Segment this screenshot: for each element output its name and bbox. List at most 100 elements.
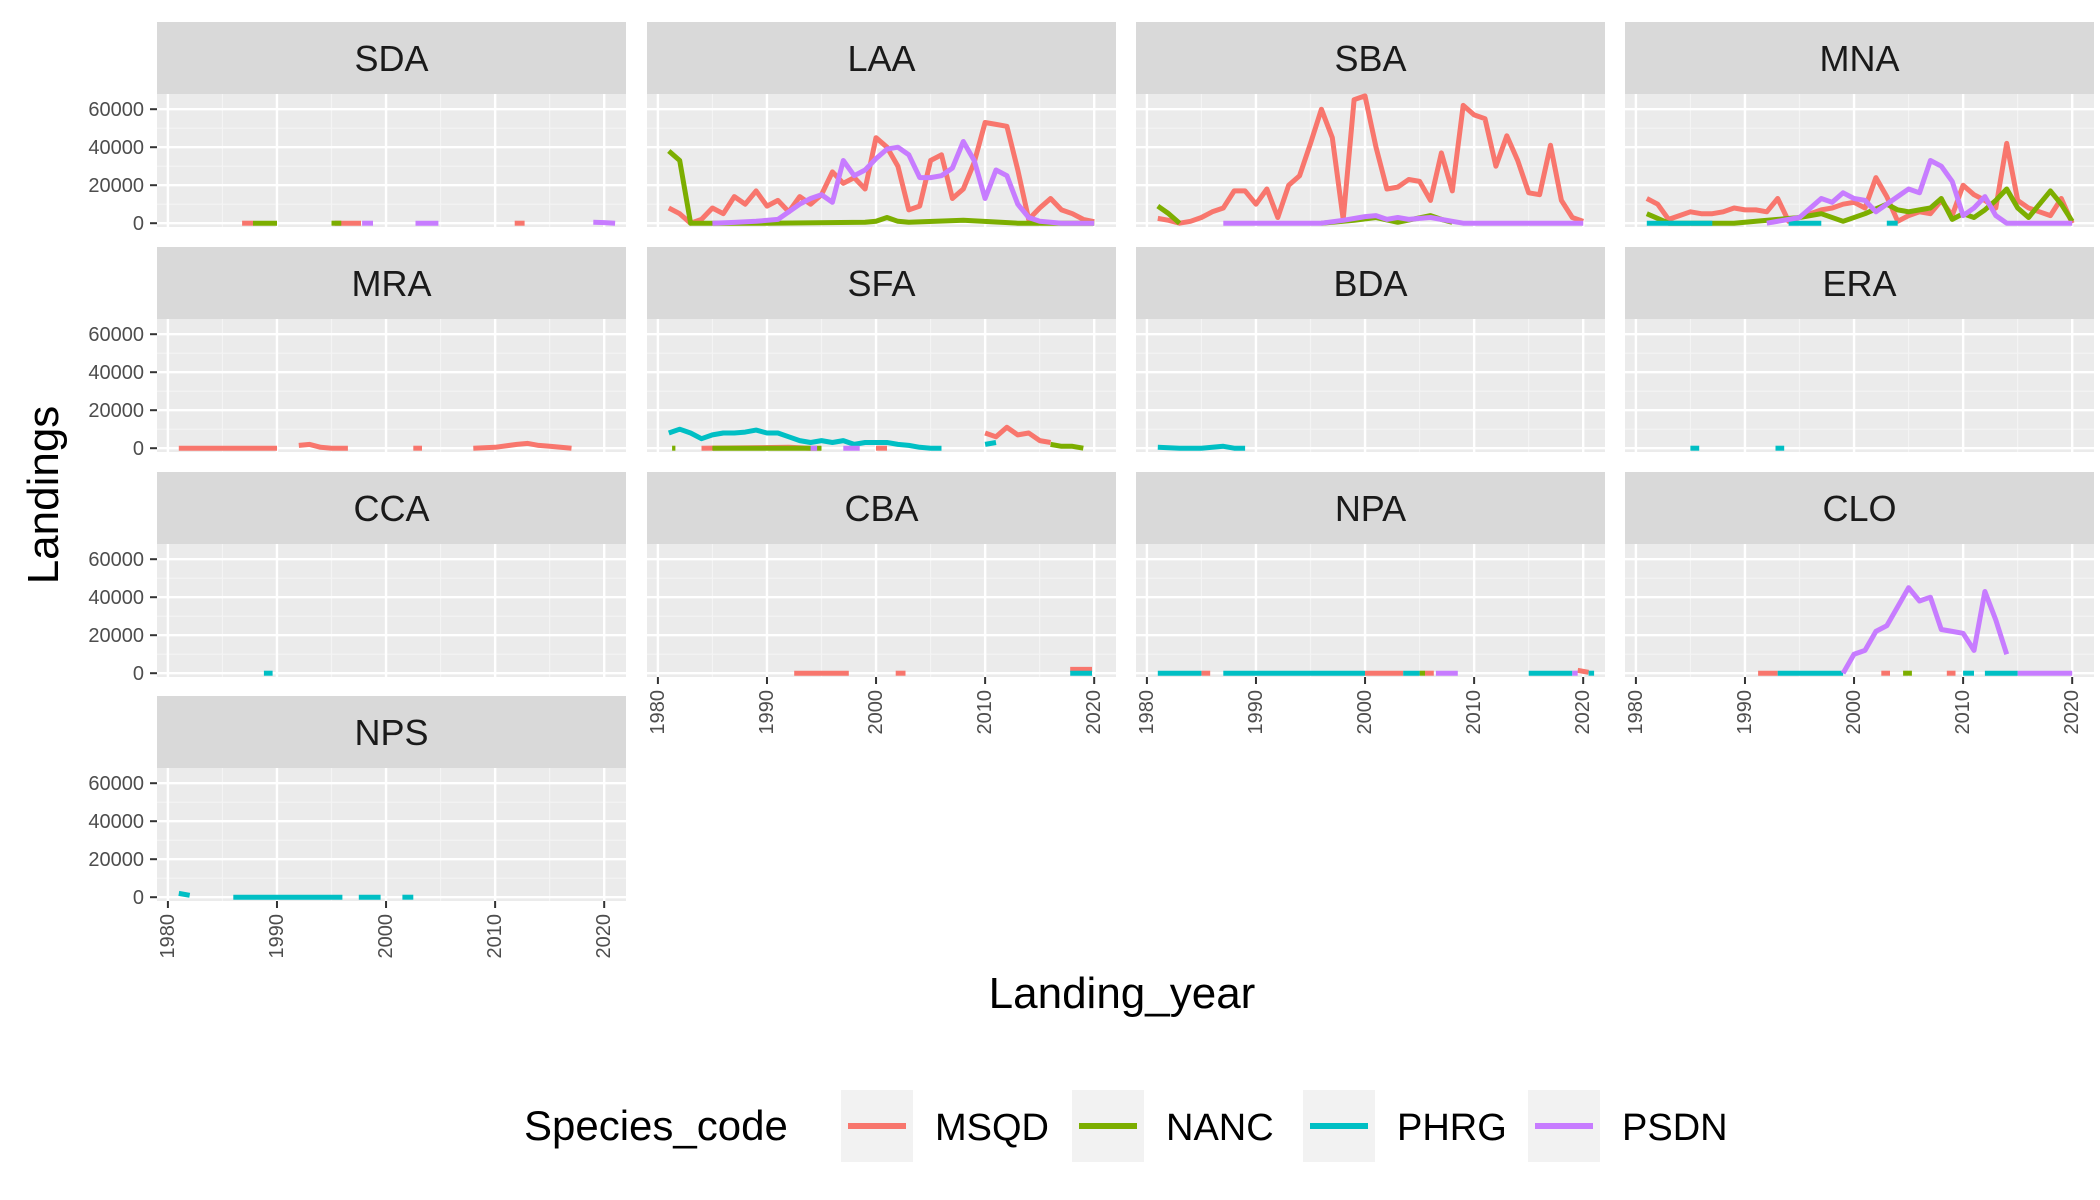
x-tick-label: 1980: [157, 914, 179, 959]
facet-era: ERA: [1625, 247, 2094, 452]
panel-background: [157, 768, 626, 901]
legend-label-nanc: NANC: [1166, 1107, 1274, 1149]
panel-background: [1136, 544, 1605, 677]
facet-cba: CBA 1980 1990 2000 2010 2020: [647, 472, 1116, 735]
facet-strip-label: SFA: [847, 263, 915, 304]
y-tick-label: 20000: [88, 400, 144, 422]
y-tick-label: 40000: [88, 587, 144, 609]
facet-strip: [157, 472, 626, 544]
y-tick-label: 60000: [88, 324, 144, 346]
facet-strip: [1625, 22, 2094, 94]
facet-strip-label: CCA: [353, 488, 429, 529]
facet-strip-label: MNA: [1820, 38, 1900, 79]
facet-strip-label: ERA: [1822, 263, 1896, 304]
x-axis-title: Landing_year: [989, 969, 1256, 1018]
x-tick-label: 2000: [1354, 690, 1376, 735]
facet-mra: MRA 0 20000 40000 60000: [88, 247, 626, 460]
facet-clo: CLO 1980 1990 2000 2010 2020: [1625, 472, 2094, 735]
panel-background: [157, 319, 626, 452]
y-tick-label: 0: [133, 213, 144, 235]
legend-label-msqd: MSQD: [935, 1107, 1049, 1149]
x-tick-label: 1980: [647, 690, 669, 735]
x-tick-label: 2020: [593, 914, 615, 959]
facet-strip: [157, 247, 626, 319]
facet-strip: [157, 22, 626, 94]
facet-strip: [1625, 247, 2094, 319]
series-line-nanc: [1156, 204, 1182, 226]
facet-strip-label: MRA: [352, 263, 432, 304]
facet-strip: [647, 22, 1116, 94]
panel-background: [647, 319, 1116, 452]
y-tick-label: 60000: [88, 99, 144, 121]
panel-background: [1625, 319, 2094, 452]
series-line-msqd: [473, 440, 572, 451]
x-tick-label: 2000: [865, 690, 887, 735]
facet-strip: [157, 696, 626, 768]
series-line-msqd: [1645, 140, 2075, 225]
panel-background: [647, 544, 1116, 677]
facet-strip-label: NPS: [354, 712, 428, 753]
x-tick-label: 1980: [1136, 690, 1158, 735]
legend-label-phrg: PHRG: [1397, 1107, 1507, 1149]
facet-sda: SDA 0 20000 40000 60000: [88, 22, 626, 235]
facet-strip: [1625, 472, 2094, 544]
facet-laa: LAA: [647, 22, 1116, 227]
series-line-msqd: [298, 441, 348, 451]
panel-background: [647, 94, 1116, 227]
y-tick-label: 40000: [88, 362, 144, 384]
facet-strip-label: LAA: [847, 38, 915, 79]
y-tick-label: 0: [133, 887, 144, 909]
x-tick-label: 1990: [1245, 690, 1267, 735]
x-tick-label: 2010: [1463, 690, 1485, 735]
y-tick-label: 0: [133, 663, 144, 685]
facet-strip-label: SDA: [354, 38, 428, 79]
facet-nps: NPS 0 20000 40000 60000 1980 1990 2000 2010 2020: [88, 696, 626, 959]
series-line-phrg: [178, 890, 191, 898]
facet-strip-label: SBA: [1334, 38, 1406, 79]
facet-strip: [647, 472, 1116, 544]
facet-strip: [1136, 472, 1605, 544]
y-tick-label: 0: [133, 438, 144, 460]
x-tick-label: 2020: [1083, 690, 1105, 735]
y-tick-label: 60000: [88, 773, 144, 795]
y-tick-label: 20000: [88, 849, 144, 871]
facet-strip: [1136, 247, 1605, 319]
x-tick-label: 1980: [1625, 690, 1647, 735]
x-tick-label: 2020: [2061, 690, 2083, 735]
facet-bda: BDA: [1136, 247, 1605, 452]
panel-background: [157, 544, 626, 677]
y-tick-label: 20000: [88, 625, 144, 647]
x-tick-label: 2010: [484, 914, 506, 959]
series-line-msqd: [1157, 93, 1585, 226]
series-line-psdn: [1766, 158, 2073, 226]
x-tick-label: 2010: [974, 690, 996, 735]
series-line-phrg: [984, 440, 997, 447]
facet-strip-label: BDA: [1333, 263, 1407, 304]
x-tick-label: 1990: [1734, 690, 1756, 735]
facet-strip: [647, 247, 1116, 319]
x-tick-label: 1990: [266, 914, 288, 959]
series-line-nanc: [667, 149, 1095, 226]
y-tick-label: 20000: [88, 175, 144, 197]
y-tick-label: 60000: [88, 549, 144, 571]
series-line-nanc: [1050, 441, 1084, 451]
series-line-phrg: [1157, 443, 1246, 451]
series-line-msqd: [984, 424, 1052, 445]
y-tick-label: 40000: [88, 137, 144, 159]
x-tick-label: 2000: [1843, 690, 1865, 735]
facet-npa: NPA 1980 1990 2000 2010 2020: [1136, 472, 1605, 735]
facet-strip-label: CLO: [1822, 488, 1896, 529]
panel-background: [157, 94, 626, 227]
x-tick-label: 2020: [1572, 690, 1594, 735]
x-tick-label: 2010: [1952, 690, 1974, 735]
facet-mna: MNA: [1625, 22, 2094, 227]
facet-sfa: SFA: [647, 247, 1116, 452]
facet-cca: CCA 0 20000 40000 60000: [88, 472, 626, 685]
facet-strip: [1136, 22, 1605, 94]
series-line-psdn: [593, 219, 616, 226]
series-line-psdn: [1840, 585, 2010, 675]
facet-strip-label: NPA: [1335, 488, 1406, 529]
series-line-msqd: [1577, 667, 1590, 675]
